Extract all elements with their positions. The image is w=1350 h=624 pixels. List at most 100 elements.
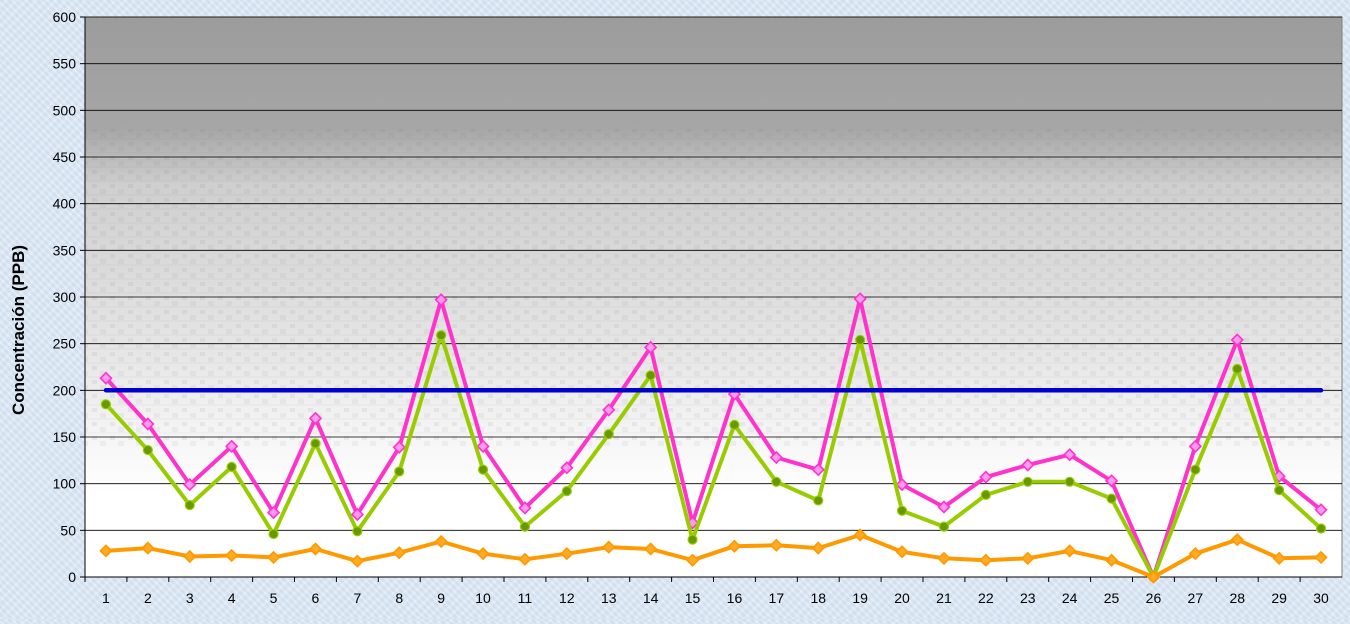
data-point (1230, 333, 1244, 347)
data-point (225, 439, 239, 453)
data-point (142, 444, 153, 456)
y-tick-label: 150 (53, 429, 77, 445)
data-point (350, 554, 364, 568)
x-tick-label: 26 (1146, 590, 1162, 606)
data-point (811, 541, 825, 555)
data-point (561, 486, 572, 497)
data-point (896, 505, 908, 516)
data-point (644, 542, 658, 556)
data-point (853, 292, 867, 306)
data-point (141, 541, 155, 555)
data-point (392, 546, 406, 560)
series-line-2 (104, 333, 1323, 579)
series-layer (99, 292, 1328, 584)
x-tick-label: 3 (186, 590, 194, 606)
data-point (226, 461, 237, 472)
data-point (434, 293, 448, 307)
y-tick-label: 100 (53, 476, 77, 492)
x-tick-label: 18 (810, 590, 826, 606)
x-tick-label: 13 (601, 590, 617, 606)
data-point (1232, 363, 1243, 374)
data-point (100, 399, 112, 410)
data-point (980, 489, 991, 500)
data-point (1022, 476, 1033, 487)
x-tick-label: 1 (102, 590, 110, 606)
data-point (1272, 551, 1286, 565)
data-point (1063, 544, 1077, 558)
data-point (729, 419, 740, 430)
data-point (1190, 464, 1201, 475)
x-tick-label: 4 (228, 590, 236, 606)
x-tick-label: 22 (978, 590, 994, 606)
x-tick-label: 24 (1062, 590, 1078, 606)
x-tick-label: 2 (144, 590, 152, 606)
x-tick-label: 16 (727, 590, 743, 606)
data-point (769, 450, 783, 465)
data-point (476, 547, 490, 561)
x-tick-label: 14 (643, 590, 659, 606)
x-tick-label: 21 (936, 590, 952, 606)
data-point (769, 538, 783, 552)
data-point (99, 371, 113, 385)
data-point (855, 334, 866, 346)
series-2 (100, 330, 1327, 583)
y-tick-label: 0 (68, 569, 76, 585)
data-point (1274, 485, 1285, 496)
data-point (1146, 570, 1161, 584)
series-line-3 (104, 533, 1323, 579)
data-point (602, 403, 616, 417)
x-tick-label: 15 (685, 590, 701, 606)
data-point (1314, 503, 1328, 517)
y-tick-label: 300 (53, 289, 77, 305)
data-point (560, 547, 574, 561)
x-tick-label: 29 (1271, 590, 1287, 606)
data-point (685, 553, 700, 567)
data-point (937, 500, 951, 514)
data-point (687, 534, 698, 545)
x-tick-label: 20 (894, 590, 910, 606)
data-point (184, 500, 195, 511)
data-point (1104, 553, 1119, 567)
y-tick-label: 550 (53, 56, 77, 72)
data-point (937, 551, 951, 565)
data-point (603, 429, 614, 440)
y-tick-label: 500 (53, 102, 77, 118)
y-tick-label: 200 (53, 382, 77, 398)
data-point (938, 521, 950, 532)
x-tick-label: 8 (395, 590, 403, 606)
data-point (560, 461, 574, 475)
data-point (813, 495, 824, 506)
x-tick-label: 25 (1104, 590, 1120, 606)
data-point (979, 470, 993, 484)
series-1 (99, 292, 1328, 584)
x-tick-label: 23 (1020, 590, 1036, 606)
data-point (1064, 476, 1075, 487)
data-point (99, 544, 113, 558)
data-point (183, 477, 197, 492)
data-point (476, 439, 490, 453)
y-axis-title: Concentración (PPB) (9, 245, 28, 415)
data-point (518, 552, 532, 566)
data-point (853, 528, 867, 542)
data-point (1104, 474, 1119, 488)
data-point (1314, 550, 1328, 565)
data-point (266, 550, 281, 565)
x-tick-label: 5 (270, 590, 278, 606)
y-tick-label: 600 (53, 9, 77, 25)
x-tick-label: 17 (769, 590, 785, 606)
data-point (771, 476, 782, 487)
y-tick-label: 50 (60, 522, 76, 538)
data-point (434, 534, 448, 549)
data-point (225, 548, 239, 563)
data-point (1106, 493, 1117, 504)
skyline-texture (85, 129, 1342, 447)
y-tick-label: 250 (53, 336, 77, 352)
x-tick-label: 9 (437, 590, 445, 606)
data-point (644, 340, 658, 355)
series-line-1 (104, 296, 1323, 579)
data-point (310, 438, 321, 449)
data-point (350, 507, 364, 522)
x-tick-label: 11 (518, 590, 533, 606)
